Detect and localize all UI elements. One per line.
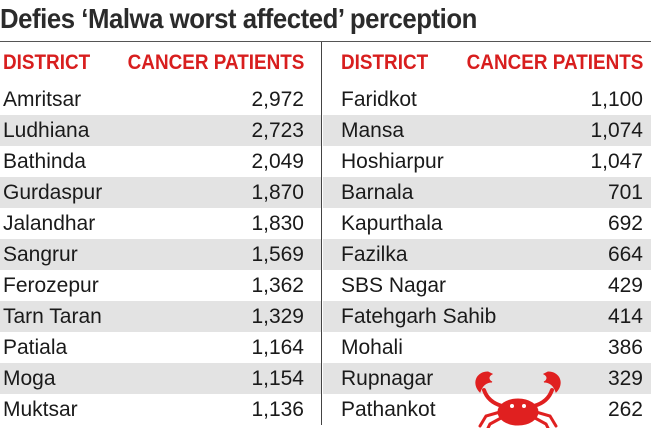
district-cell: Kapurthala: [341, 211, 443, 235]
district-cell: Fatehgarh Sahib: [341, 304, 497, 328]
district-cell: Fazilka: [341, 242, 408, 266]
table-row: Ferozepur 1,362: [0, 270, 321, 301]
table-row: Pathankot 262: [323, 394, 651, 425]
table-row: Amritsar 2,972: [0, 84, 321, 115]
district-cell: Sangrur: [3, 242, 78, 266]
district-cell: Pathankot: [341, 397, 436, 421]
table-row: Hoshiarpur 1,047: [323, 146, 651, 177]
patients-cell: 1,164: [251, 335, 304, 359]
patients-cell: 1,830: [251, 211, 304, 235]
patients-cell: 2,972: [251, 87, 304, 111]
patients-column-header: CANCER PATIENTS: [127, 51, 304, 74]
patients-cell: 429: [607, 273, 643, 297]
title-divider: [0, 41, 651, 42]
right-table-body: Faridkot 1,100 Mansa 1,074 Hoshiarpur 1,047 Ba…: [323, 84, 651, 425]
table-row: Mohali 386: [323, 332, 651, 363]
patients-cell: 692: [607, 211, 643, 235]
table-row: SBS Nagar 429: [323, 270, 651, 301]
district-cell: Muktsar: [3, 397, 78, 421]
right-table-header: DISTRICT CANCER PATIENTS: [323, 42, 651, 84]
patients-cell: 701: [607, 180, 643, 204]
patients-cell: 414: [607, 304, 643, 328]
district-cell: Gurdaspur: [3, 180, 103, 204]
right-table: DISTRICT CANCER PATIENTS Faridkot 1,100 Ma…: [323, 42, 651, 425]
left-table-body: Amritsar 2,972 Ludhiana 2,723 Bathinda 2,049 G…: [0, 84, 321, 425]
patients-cell: 1,870: [251, 180, 304, 204]
district-cell: Barnala: [341, 180, 414, 204]
patients-cell: 1,569: [251, 242, 304, 266]
table-row: Barnala 701: [323, 177, 651, 208]
table-row: Mansa 1,074: [323, 115, 651, 146]
patients-cell: 386: [607, 335, 643, 359]
patients-cell: 1,100: [590, 87, 643, 111]
district-column-header: DISTRICT: [3, 51, 91, 74]
page-title: Defies ‘Malwa worst affected’ perception: [0, 3, 477, 34]
table-row: Fatehgarh Sahib 414: [323, 301, 651, 332]
left-table-header: DISTRICT CANCER PATIENTS: [0, 42, 321, 84]
patients-cell: 329: [607, 366, 643, 390]
table-row: Ludhiana 2,723: [0, 115, 321, 146]
district-cell: Mohali: [341, 335, 403, 359]
patients-column-header: CANCER PATIENTS: [466, 51, 643, 74]
patients-cell: 1,074: [590, 118, 643, 142]
left-table: DISTRICT CANCER PATIENTS Amritsar 2,972 Lu…: [0, 42, 321, 425]
patients-cell: 1,047: [590, 149, 643, 173]
table-row: Bathinda 2,049: [0, 146, 321, 177]
district-cell: Jalandhar: [3, 211, 96, 235]
district-cell: Moga: [3, 366, 56, 390]
district-cell: Rupnagar: [341, 366, 434, 390]
district-cell: Ferozepur: [3, 273, 99, 297]
table-row: Gurdaspur 1,870: [0, 177, 321, 208]
patients-cell: 2,723: [251, 118, 304, 142]
district-cell: SBS Nagar: [341, 273, 447, 297]
district-cell: Mansa: [341, 118, 405, 142]
patients-cell: 1,329: [251, 304, 304, 328]
table-row: Jalandhar 1,830: [0, 208, 321, 239]
table-row: Fazilka 664: [323, 239, 651, 270]
district-cell: Patiala: [3, 335, 68, 359]
patients-cell: 1,362: [251, 273, 304, 297]
crab-icon: [475, 371, 561, 428]
table-row: Tarn Taran 1,329: [0, 301, 321, 332]
district-cell: Amritsar: [3, 87, 82, 111]
patients-cell: 1,136: [251, 397, 304, 421]
patients-cell: 664: [607, 242, 643, 266]
table-row: Sangrur 1,569: [0, 239, 321, 270]
district-cell: Bathinda: [3, 149, 86, 173]
table-row: Muktsar 1,136: [0, 394, 321, 425]
column-divider: [321, 42, 322, 425]
patients-cell: 262: [607, 397, 643, 421]
table-row: Rupnagar 329: [323, 363, 651, 394]
patients-cell: 1,154: [251, 366, 304, 390]
district-cell: Faridkot: [341, 87, 417, 111]
district-cell: Hoshiarpur: [341, 149, 444, 173]
district-cell: Tarn Taran: [3, 304, 102, 328]
district-cell: Ludhiana: [3, 118, 90, 142]
table-row: Moga 1,154: [0, 363, 321, 394]
patients-cell: 2,049: [251, 149, 304, 173]
table-row: Patiala 1,164: [0, 332, 321, 363]
table-row: Kapurthala 692: [323, 208, 651, 239]
table-row: Faridkot 1,100: [323, 84, 651, 115]
district-column-header: DISTRICT: [341, 51, 429, 74]
